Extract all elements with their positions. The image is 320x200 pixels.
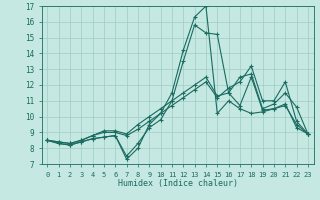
X-axis label: Humidex (Indice chaleur): Humidex (Indice chaleur) bbox=[118, 179, 237, 188]
